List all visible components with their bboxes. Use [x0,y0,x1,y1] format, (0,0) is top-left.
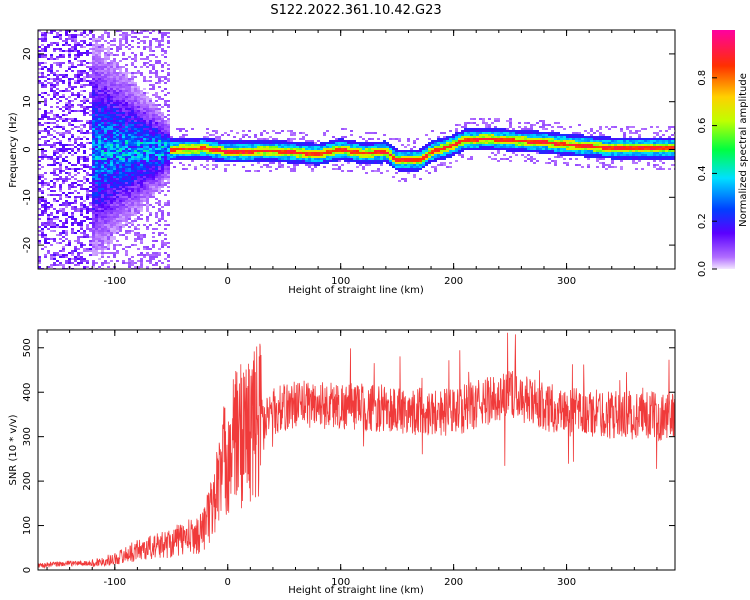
colorbar-tick-label: 0.4 [697,165,708,181]
snr-panel: -100 0 100 200 300 0 100 200 300 400 500 Height of… [8,329,676,596]
y-tick-label: -20 [22,237,33,253]
figure-title: S122.2022.361.10.42.G23 [270,3,441,18]
x-tick-label: 300 [557,276,576,287]
colorbar-ticks: 0.0 0.2 0.4 0.6 0.8 [697,70,717,277]
y-tick-label: 100 [22,516,33,535]
colorbar-tick-label: 0.2 [697,213,708,229]
spectrogram-image [38,30,675,269]
colorbar-gradient [712,30,735,269]
snr-series-line [38,332,675,569]
colorbar: 0.0 0.2 0.4 0.6 0.8 Normalized spectral ampl… [697,30,749,277]
y-tick-label: 400 [22,383,33,402]
colorbar-label: Normalized spectral amplitude [738,73,749,227]
snr-xlabel: Height of straight line (km) [288,585,424,596]
x-tick-label: 0 [225,276,231,287]
y-tick-label: -10 [22,189,33,205]
x-tick-label: 0 [225,577,231,588]
y-tick-label: 500 [22,338,33,357]
x-tick-label: -100 [103,276,126,287]
x-tick-label: 300 [557,577,576,588]
y-tick-label: 0 [22,146,33,152]
snr-ylabel: SNR (10 * v/v) [8,414,19,485]
y-tick-label: 20 [22,48,33,61]
colorbar-tick-label: 0.6 [697,118,708,134]
x-tick-label: 200 [444,577,463,588]
y-tick-label: 200 [22,472,33,491]
colorbar-tick-label: 0.0 [697,261,708,277]
x-tick-label: 100 [331,577,350,588]
x-tick-label: 200 [444,276,463,287]
snr-plot-area [38,330,675,570]
colorbar-tick-label: 0.8 [697,70,708,86]
spectrogram-ylabel: Frequency (Hz) [8,112,19,188]
y-tick-label: 300 [22,427,33,446]
x-tick-label: -100 [103,577,126,588]
y-tick-label: 10 [22,95,33,108]
y-tick-label: 0 [22,567,33,573]
x-tick-label: 100 [331,276,350,287]
snr-axes: -100 0 100 200 300 0 100 200 300 400 500 [22,330,675,588]
snr-frame [37,329,676,571]
spectrogram-xlabel: Height of straight line (km) [288,285,424,296]
